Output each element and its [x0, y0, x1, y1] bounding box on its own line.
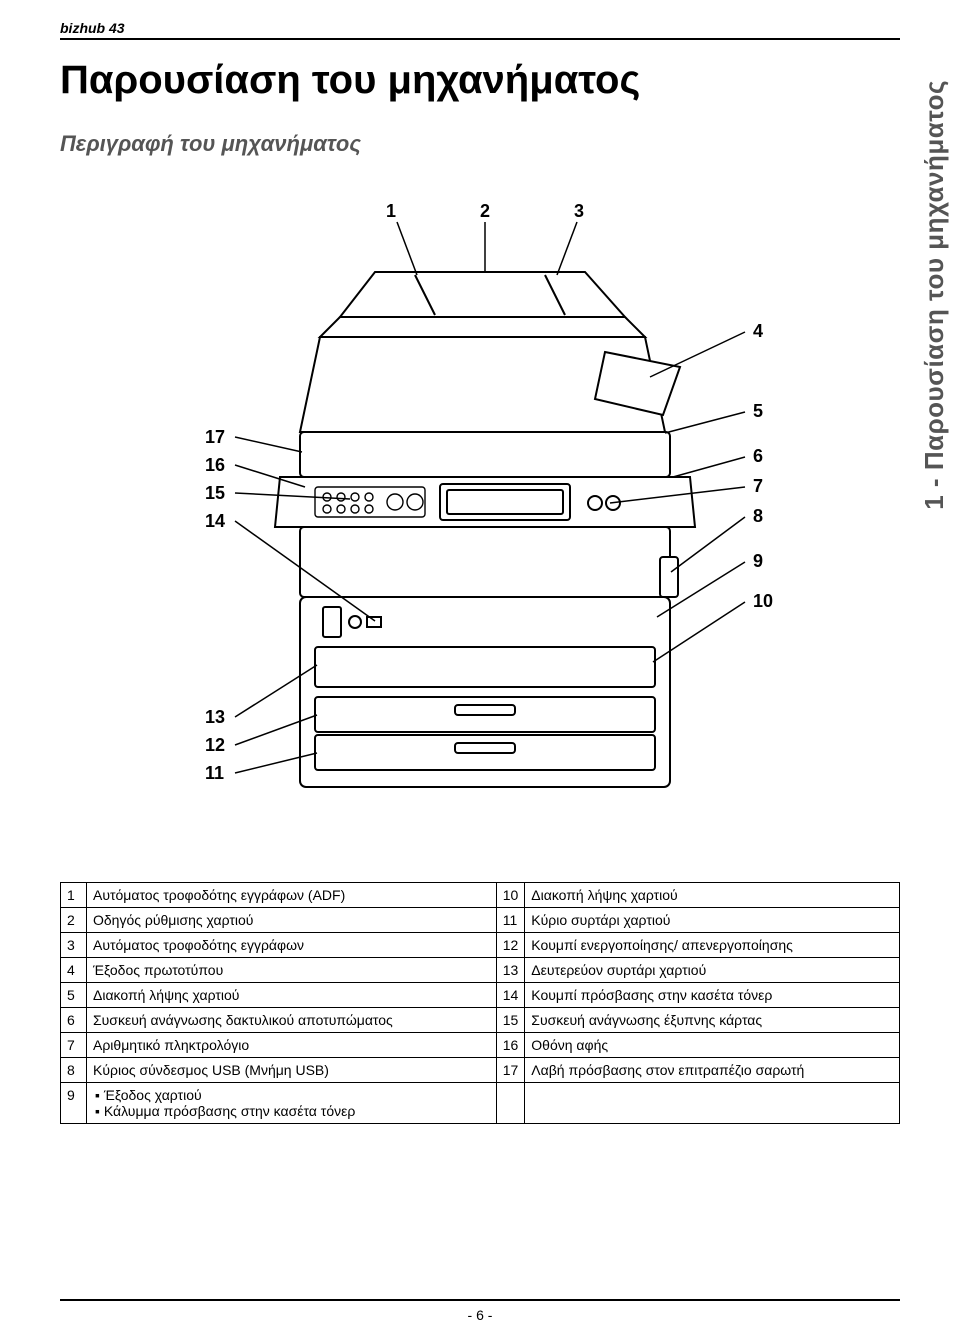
part-desc-a: Κύριος σύνδεσμος USB (Μνήμη USB) [87, 1058, 497, 1083]
callout-3: 3 [574, 201, 584, 221]
callout-4: 4 [753, 321, 763, 341]
part-number-a: 3 [61, 933, 87, 958]
parts-table: 1Αυτόματος τροφοδότης εγγράφων (ADF)10Δι… [60, 882, 900, 1124]
header-rule [60, 38, 900, 40]
callout-6: 6 [753, 446, 763, 466]
callout-10: 10 [753, 591, 773, 611]
part-number-a: 1 [61, 883, 87, 908]
side-tab: 1 - Παρουσίαση του μηχανήματος [919, 80, 950, 510]
part-number-a: 4 [61, 958, 87, 983]
callout-7: 7 [753, 476, 763, 496]
callout-5: 5 [753, 401, 763, 421]
part-number-a: 8 [61, 1058, 87, 1083]
callout-16: 16 [205, 455, 225, 475]
table-row: 9Έξοδος χαρτιούΚάλυμμα πρόσβασης στην κα… [61, 1083, 900, 1124]
part-desc-list-item: Έξοδος χαρτιού [95, 1087, 490, 1103]
callout-13: 13 [205, 707, 225, 727]
part-desc-b: Δευτερεύον συρτάρι χαρτιού [525, 958, 900, 983]
part-desc-list-item: Κάλυμμα πρόσβασης στην κασέτα τόνερ [95, 1103, 490, 1119]
printer-diagram-svg: 1 2 3 4 5 6 7 8 9 10 17 16 15 14 13 12 1… [105, 177, 855, 837]
part-desc-b: Διακοπή λήψης χαρτιού [525, 883, 900, 908]
part-number-a: 9 [61, 1083, 87, 1124]
part-desc-a: Συσκευή ανάγνωσης δακτυλικού αποτυπώματο… [87, 1008, 497, 1033]
part-desc-b: Οθόνη αφής [525, 1033, 900, 1058]
table-row: 1Αυτόματος τροφοδότης εγγράφων (ADF)10Δι… [61, 883, 900, 908]
part-number-b: 17 [496, 1058, 525, 1083]
part-number-a: 7 [61, 1033, 87, 1058]
part-desc-b: Κουμπί πρόσβασης στην κασέτα τόνερ [525, 983, 900, 1008]
part-desc-a: Έξοδος πρωτοτύπου [87, 958, 497, 983]
part-desc-a: Αυτόματος τροφοδότης εγγράφων [87, 933, 497, 958]
part-number-b [496, 1083, 525, 1124]
part-desc-b: Κουμπί ενεργοποίησης/ απενεργοποίησης [525, 933, 900, 958]
part-number-b: 16 [496, 1033, 525, 1058]
product-label: bizhub 43 [60, 20, 900, 36]
part-number-b: 10 [496, 883, 525, 908]
part-desc-b: Λαβή πρόσβασης στον επιτραπέζιο σαρωτή [525, 1058, 900, 1083]
part-desc-a: Οδηγός ρύθμισης χαρτιού [87, 908, 497, 933]
callout-17: 17 [205, 427, 225, 447]
part-number-b: 15 [496, 1008, 525, 1033]
callout-1: 1 [386, 201, 396, 221]
table-row: 8Κύριος σύνδεσμος USB (Μνήμη USB)17Λαβή … [61, 1058, 900, 1083]
page-title: Παρουσίαση του μηχανήματος [60, 58, 900, 103]
callout-11: 11 [205, 763, 224, 783]
table-row: 5Διακοπή λήψης χαρτιού14Κουμπί πρόσβασης… [61, 983, 900, 1008]
callout-12: 12 [205, 735, 225, 755]
part-number-b: 13 [496, 958, 525, 983]
part-desc-a: Έξοδος χαρτιούΚάλυμμα πρόσβασης στην κασ… [87, 1083, 497, 1124]
part-desc-a: Αριθμητικό πληκτρολόγιο [87, 1033, 497, 1058]
part-number-a: 5 [61, 983, 87, 1008]
part-desc-b: Κύριο συρτάρι χαρτιού [525, 908, 900, 933]
footer-rule [60, 1299, 900, 1301]
part-number-b: 11 [496, 908, 525, 933]
table-row: 2Οδηγός ρύθμισης χαρτιού11Κύριο συρτάρι … [61, 908, 900, 933]
part-number-a: 2 [61, 908, 87, 933]
table-row: 6Συσκευή ανάγνωσης δακτυλικού αποτυπώματ… [61, 1008, 900, 1033]
table-row: 7Αριθμητικό πληκτρολόγιο16Οθόνη αφής [61, 1033, 900, 1058]
callout-2: 2 [480, 201, 490, 221]
callout-15: 15 [205, 483, 225, 503]
device-diagram: 1 2 3 4 5 6 7 8 9 10 17 16 15 14 13 12 1… [105, 177, 855, 842]
section-title: Περιγραφή του μηχανήματος [60, 131, 900, 157]
callout-8: 8 [753, 506, 763, 526]
part-number-a: 6 [61, 1008, 87, 1033]
part-desc-a: Διακοπή λήψης χαρτιού [87, 983, 497, 1008]
part-number-b: 14 [496, 983, 525, 1008]
part-number-b: 12 [496, 933, 525, 958]
part-desc-b: Συσκευή ανάγνωσης έξυπνης κάρτας [525, 1008, 900, 1033]
part-desc-b [525, 1083, 900, 1124]
table-row: 4Έξοδος πρωτοτύπου13Δευτερεύον συρτάρι χ… [61, 958, 900, 983]
callout-14: 14 [205, 511, 225, 531]
callout-9: 9 [753, 551, 763, 571]
table-row: 3Αυτόματος τροφοδότης εγγράφων12Κουμπί ε… [61, 933, 900, 958]
part-desc-a: Αυτόματος τροφοδότης εγγράφων (ADF) [87, 883, 497, 908]
page-number: - 6 - [0, 1307, 960, 1323]
